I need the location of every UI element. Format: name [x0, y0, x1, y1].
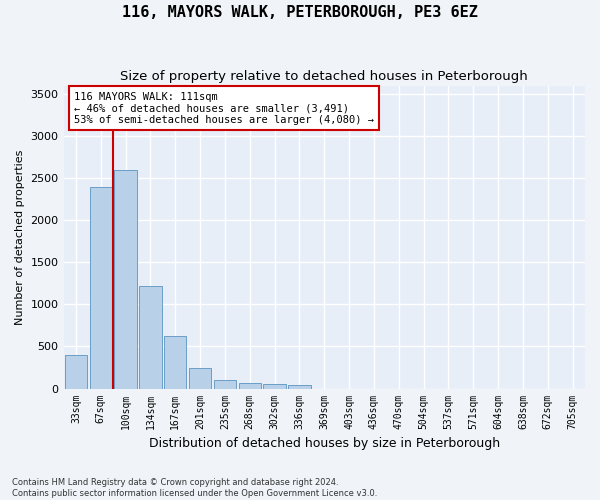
Bar	[89, 186, 112, 388]
Bar	[263, 384, 286, 388]
Title: Size of property relative to detached houses in Peterborough: Size of property relative to detached ho…	[121, 70, 528, 83]
Bar	[189, 368, 211, 388]
Text: 116 MAYORS WALK: 111sqm
← 46% of detached houses are smaller (3,491)
53% of semi: 116 MAYORS WALK: 111sqm ← 46% of detache…	[74, 92, 374, 125]
Bar	[214, 380, 236, 388]
Bar	[115, 170, 137, 388]
Bar	[239, 382, 261, 388]
Text: 116, MAYORS WALK, PETERBOROUGH, PE3 6EZ: 116, MAYORS WALK, PETERBOROUGH, PE3 6EZ	[122, 5, 478, 20]
Bar	[139, 286, 161, 388]
Y-axis label: Number of detached properties: Number of detached properties	[15, 150, 25, 324]
X-axis label: Distribution of detached houses by size in Peterborough: Distribution of detached houses by size …	[149, 437, 500, 450]
Bar	[288, 385, 311, 388]
Bar	[65, 355, 87, 388]
Text: Contains HM Land Registry data © Crown copyright and database right 2024.
Contai: Contains HM Land Registry data © Crown c…	[12, 478, 377, 498]
Bar	[164, 336, 187, 388]
